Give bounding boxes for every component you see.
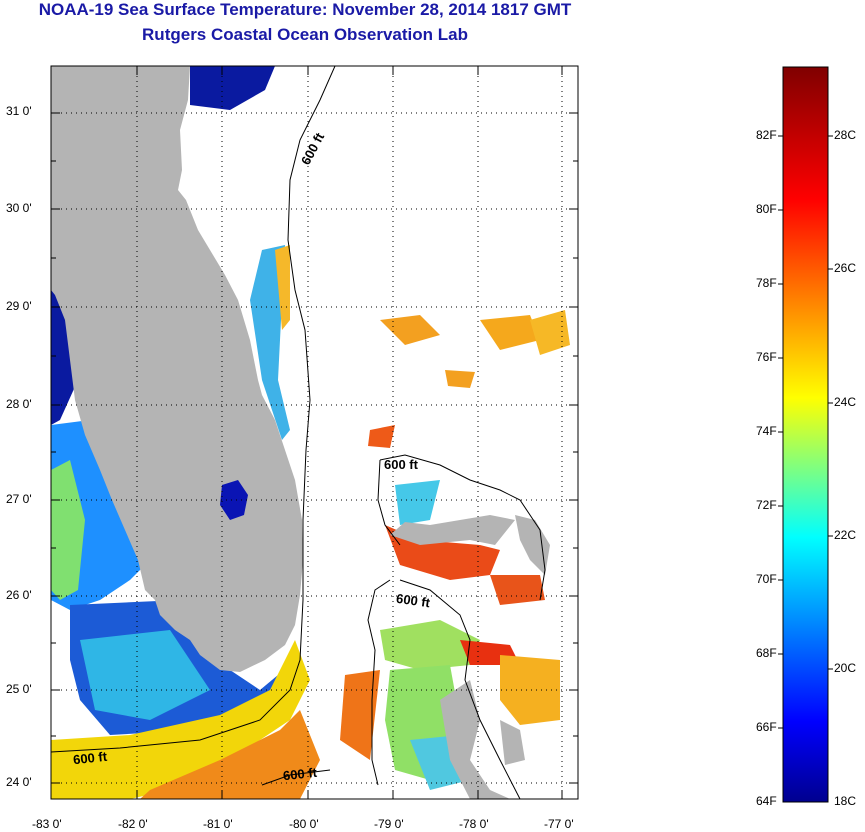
map-title: NOAA-19 Sea Surface Temperature: Novembe… xyxy=(38,0,572,19)
sst-patch-red-3 xyxy=(490,575,545,605)
sst-patch-orange-6 xyxy=(500,655,560,725)
colorbar-label-c: 28C xyxy=(834,128,857,142)
bahamas-land-small xyxy=(500,720,525,765)
axis-ticks xyxy=(51,66,578,799)
lon-label: -80 0' xyxy=(289,817,319,831)
sst-patch-orange-1 xyxy=(380,315,440,345)
sst-patch-orange-4 xyxy=(445,370,475,388)
lon-label: -81 0' xyxy=(203,817,233,831)
lat-label: 31 0' xyxy=(6,104,32,118)
sst-keys-orange xyxy=(140,710,320,799)
colorbar-label-c: 20C xyxy=(834,661,857,675)
contour-label-bahamas-1: 600 ft xyxy=(384,457,419,472)
lat-label: 26 0' xyxy=(6,588,32,602)
map-subtitle: Rutgers Coastal Ocean Observation Lab xyxy=(142,25,468,44)
sst-north-blue xyxy=(190,66,275,110)
lat-label: 28 0' xyxy=(6,397,32,411)
colorbar-label-c: 18C xyxy=(834,794,857,808)
colorbar-label-c: 22C xyxy=(834,528,857,542)
sst-patch-orange-3 xyxy=(530,310,570,355)
colorbar-label-f: 72F xyxy=(756,498,777,512)
contour-600ft-keys-south xyxy=(261,769,331,786)
contour-label-west: 600 ft xyxy=(72,749,108,768)
sst-patch-green-1 xyxy=(380,620,480,670)
lon-label: -78 0' xyxy=(459,817,489,831)
bahamas-land-andros xyxy=(440,680,510,799)
sst-gulf-green xyxy=(51,460,85,600)
colorbar-label-f: 76F xyxy=(756,350,777,364)
contour-label-bahamas-2: 600 ft xyxy=(395,591,431,611)
colorbar-label-c: 26C xyxy=(834,261,857,275)
sst-patch-cyan-1 xyxy=(395,480,440,525)
colorbar-ticks xyxy=(778,135,833,729)
contour-label-south: 600 ft xyxy=(282,765,318,784)
lat-lon-grid xyxy=(51,66,578,799)
colorbar-label-f: 82F xyxy=(756,128,777,142)
colorbar-label-f: 70F xyxy=(756,572,777,586)
bahamas-land-abaco xyxy=(515,515,550,575)
contour-600ft-bahamas-south xyxy=(367,579,521,799)
lat-label: 27 0' xyxy=(6,492,32,506)
lat-label: 29 0' xyxy=(6,299,32,313)
sst-bay-cyan xyxy=(80,630,210,720)
colorbar-label-f: 74F xyxy=(756,424,777,438)
colorbar-label-f: 80F xyxy=(756,202,777,216)
lon-label: -79 0' xyxy=(374,817,404,831)
plot-frame xyxy=(50,65,579,800)
colorbar xyxy=(782,66,829,803)
colorbar-label-f: 68F xyxy=(756,646,777,660)
colorbar-label-c: 24C xyxy=(834,395,857,409)
lon-label: -77 0' xyxy=(544,817,574,831)
lon-label: -82 0' xyxy=(118,817,148,831)
lat-label: 24 0' xyxy=(6,775,32,789)
lat-label: 25 0' xyxy=(6,682,32,696)
colorbar-label-f: 64F xyxy=(756,794,777,808)
lake-okeechobee xyxy=(220,480,248,520)
contour-600ft-bahamas-north xyxy=(377,454,546,601)
bahamas-land-grand xyxy=(390,515,515,545)
contour-600ft-florida xyxy=(51,66,336,753)
sst-patch-red-1 xyxy=(368,425,395,448)
colorbar-label-f: 66F xyxy=(756,720,777,734)
colorbar-label-f: 78F xyxy=(756,276,777,290)
sst-east-warm xyxy=(275,245,290,330)
lat-label: 30 0' xyxy=(6,201,32,215)
sst-patch-orange-2 xyxy=(480,315,540,350)
sst-keys-yellow xyxy=(51,640,310,799)
florida-land xyxy=(51,66,303,672)
sst-patch-orange-5 xyxy=(340,670,380,760)
lon-label: -83 0' xyxy=(32,817,62,831)
